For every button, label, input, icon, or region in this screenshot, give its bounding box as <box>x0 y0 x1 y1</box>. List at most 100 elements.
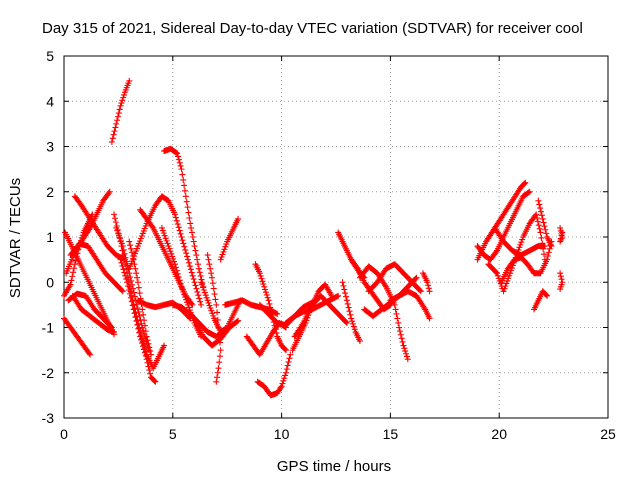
data-point <box>175 156 182 163</box>
data-point <box>135 325 142 332</box>
data-point <box>185 209 192 216</box>
data-point <box>171 211 178 218</box>
data-point <box>208 307 215 314</box>
data-point <box>182 246 189 253</box>
data-point <box>425 285 432 292</box>
data-point <box>215 365 222 372</box>
data-point <box>286 355 293 362</box>
data-point <box>138 336 145 343</box>
data-point <box>349 320 356 327</box>
data-point <box>257 272 264 279</box>
data-point <box>116 235 123 242</box>
data-point <box>279 380 286 387</box>
data-point <box>196 269 203 276</box>
data-point <box>129 302 136 309</box>
data-point <box>197 272 204 279</box>
data-point <box>114 227 121 234</box>
x-tick-label: 10 <box>274 426 290 442</box>
data-point <box>534 218 541 225</box>
data-point <box>179 171 186 178</box>
data-point <box>218 254 225 261</box>
data-point <box>503 280 510 287</box>
data-point <box>259 278 266 285</box>
data-point <box>108 138 115 145</box>
data-point <box>121 269 128 276</box>
data-point <box>117 256 124 263</box>
data-point <box>558 276 565 283</box>
data-point <box>181 182 188 189</box>
data-point <box>128 249 135 256</box>
data-point <box>179 286 186 293</box>
data-point <box>174 270 181 277</box>
data-point <box>494 272 501 279</box>
grid <box>64 56 608 418</box>
data-point <box>533 211 540 218</box>
data-point <box>121 250 128 257</box>
data-point <box>158 224 165 231</box>
data-point <box>412 275 419 282</box>
data-point <box>544 256 551 263</box>
data-point <box>557 270 564 277</box>
data-point <box>169 253 176 260</box>
data-point <box>179 237 186 244</box>
data-point <box>181 291 188 298</box>
data-point <box>541 223 548 230</box>
data-point <box>544 292 551 299</box>
data-point <box>119 288 126 295</box>
data-point <box>114 113 121 120</box>
data-point <box>195 261 202 268</box>
series-c3 <box>161 145 207 290</box>
data-point <box>145 340 152 347</box>
data-point <box>217 347 224 354</box>
data-point <box>543 291 550 298</box>
data-point <box>121 91 128 98</box>
data-point <box>171 258 178 265</box>
data-point <box>67 281 74 288</box>
data-point <box>168 250 175 257</box>
data-point <box>174 150 181 157</box>
data-point <box>425 282 432 289</box>
data-point <box>188 229 195 236</box>
data-point <box>122 272 129 279</box>
data-point <box>86 350 93 357</box>
data-point <box>536 225 543 232</box>
data-point <box>126 290 133 297</box>
data-point <box>261 283 268 290</box>
y-axis-title: SDTVAR / TECUs <box>7 178 24 298</box>
data-point <box>161 232 168 239</box>
data-point <box>144 337 151 344</box>
series-c2 <box>126 193 205 308</box>
data-point <box>128 277 135 284</box>
data-point <box>127 274 134 281</box>
data-point <box>177 230 184 237</box>
series-g8 <box>361 274 420 320</box>
data-point <box>128 245 135 252</box>
data-point <box>208 274 215 281</box>
data-point <box>115 110 122 117</box>
data-point <box>167 248 174 255</box>
data-point <box>120 94 127 101</box>
data-point <box>399 338 406 345</box>
data-point <box>543 230 550 237</box>
data-point <box>223 241 230 248</box>
data-point <box>268 308 275 315</box>
data-point <box>69 273 76 280</box>
data-point <box>210 312 217 319</box>
data-point <box>277 384 284 391</box>
data-point <box>274 310 281 317</box>
data-point <box>504 277 511 284</box>
data-point <box>139 340 146 347</box>
data-point <box>119 97 126 104</box>
data-point <box>351 326 358 333</box>
data-point <box>183 296 190 303</box>
data-point <box>195 292 202 299</box>
y-tick-label: 3 <box>46 139 54 155</box>
data-point <box>213 378 220 385</box>
series-h5 <box>498 238 555 286</box>
data-point <box>164 240 171 247</box>
data-point <box>214 374 221 381</box>
data-point <box>343 319 350 326</box>
data-point <box>424 279 431 286</box>
data-point <box>185 304 192 311</box>
data-point <box>540 219 547 226</box>
